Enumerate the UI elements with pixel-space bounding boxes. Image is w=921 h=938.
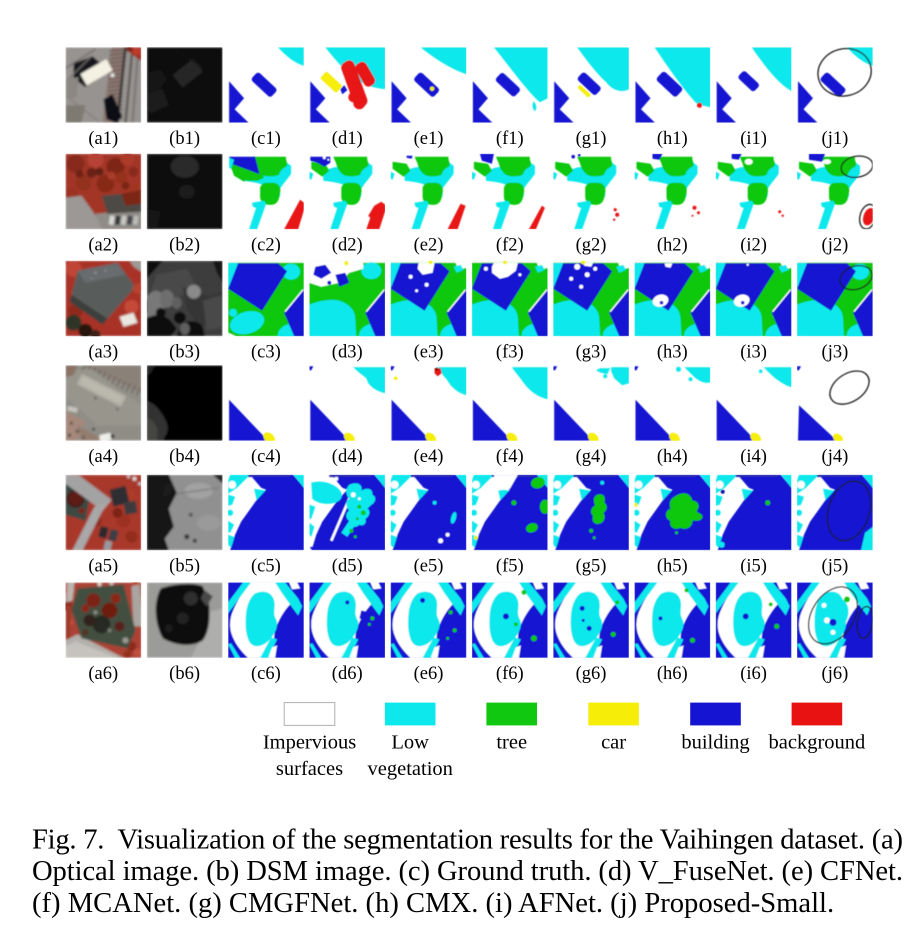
svg-text:(a6): (a6) <box>88 664 118 684</box>
svg-text:Low: Low <box>391 732 429 754</box>
svg-text:(d5): (d5) <box>332 557 363 577</box>
svg-text:(f3): (f3) <box>496 342 524 362</box>
svg-text:(a3): (a3) <box>88 342 118 362</box>
svg-text:surfaces: surfaces <box>276 758 343 780</box>
svg-text:(d6): (d6) <box>332 664 363 684</box>
svg-text:(a2): (a2) <box>88 235 118 255</box>
svg-text:background: background <box>769 732 866 754</box>
svg-text:(i1): (i1) <box>740 129 767 149</box>
svg-text:(c5): (c5) <box>251 557 281 577</box>
svg-text:(e4): (e4) <box>414 447 444 467</box>
svg-text:(i5): (i5) <box>740 557 767 577</box>
svg-text:(f4): (f4) <box>496 447 524 467</box>
svg-text:(g1): (g1) <box>576 129 607 149</box>
svg-text:Optical image. (b) DSM image.: Optical image. (b) DSM image. (c) Ground… <box>32 856 903 887</box>
svg-text:(e5): (e5) <box>414 557 444 577</box>
svg-text:(e3): (e3) <box>414 342 444 362</box>
svg-text:(c6): (c6) <box>251 664 281 684</box>
svg-text:(c1): (c1) <box>251 129 281 149</box>
svg-text:(b6): (b6) <box>169 664 200 684</box>
svg-text:(c4): (c4) <box>251 447 281 467</box>
svg-text:(g6): (g6) <box>576 664 607 684</box>
svg-text:(g4): (g4) <box>576 447 607 467</box>
svg-text:(d4): (d4) <box>332 447 363 467</box>
svg-text:(j1): (j1) <box>822 129 849 149</box>
svg-text:(h3): (h3) <box>657 342 688 362</box>
svg-text:(i4): (i4) <box>740 447 767 467</box>
svg-text:(b2): (b2) <box>169 235 200 255</box>
svg-text:(h4): (h4) <box>657 447 688 467</box>
svg-text:car: car <box>601 732 626 754</box>
svg-text:(f2): (f2) <box>496 235 524 255</box>
svg-text:(a1): (a1) <box>88 129 118 149</box>
svg-text:(f5): (f5) <box>496 557 524 577</box>
svg-text:(h5): (h5) <box>657 557 688 577</box>
svg-text:(f6): (f6) <box>496 664 524 684</box>
svg-text:vegetation: vegetation <box>368 758 453 780</box>
svg-text:(b4): (b4) <box>169 447 200 467</box>
svg-text:(a4): (a4) <box>88 447 118 467</box>
svg-text:(c3): (c3) <box>251 342 281 362</box>
svg-text:Impervious: Impervious <box>263 732 356 754</box>
svg-text:(d2): (d2) <box>332 235 363 255</box>
svg-text:(j2): (j2) <box>822 235 849 255</box>
svg-text:(d1): (d1) <box>332 129 363 149</box>
svg-text:(g5): (g5) <box>576 557 607 577</box>
svg-text:(e6): (e6) <box>414 664 444 684</box>
svg-text:(i3): (i3) <box>740 342 767 362</box>
svg-text:(i6): (i6) <box>740 664 767 684</box>
svg-text:(b5): (b5) <box>169 557 200 577</box>
svg-text:(i2): (i2) <box>740 235 767 255</box>
svg-text:(g2): (g2) <box>576 235 607 255</box>
svg-text:Fig. 7. Visualization of the: Fig. 7. Visualization of the segmentatio… <box>32 825 903 856</box>
svg-text:(j3): (j3) <box>822 342 849 362</box>
svg-text:(h6): (h6) <box>657 664 688 684</box>
svg-text:(j5): (j5) <box>822 557 849 577</box>
svg-text:(h2): (h2) <box>657 235 688 255</box>
svg-text:(h1): (h1) <box>657 129 688 149</box>
svg-text:(b1): (b1) <box>169 129 200 149</box>
svg-text:(d3): (d3) <box>332 342 363 362</box>
svg-text:building: building <box>681 732 749 754</box>
svg-text:(f) MCANet. (g) CMGFNet. (h) C: (f) MCANet. (g) CMGFNet. (h) CMX. (i) AF… <box>32 888 834 919</box>
svg-text:(f1): (f1) <box>496 129 524 149</box>
svg-text:(e2): (e2) <box>414 235 444 255</box>
svg-text:(b3): (b3) <box>169 342 200 362</box>
svg-text:(j4): (j4) <box>822 447 849 467</box>
svg-text:(g3): (g3) <box>576 342 607 362</box>
svg-text:(j6): (j6) <box>822 664 849 684</box>
svg-text:(c2): (c2) <box>251 235 281 255</box>
svg-text:(a5): (a5) <box>88 557 118 577</box>
svg-text:(e1): (e1) <box>414 129 444 149</box>
svg-text:tree: tree <box>496 732 527 754</box>
